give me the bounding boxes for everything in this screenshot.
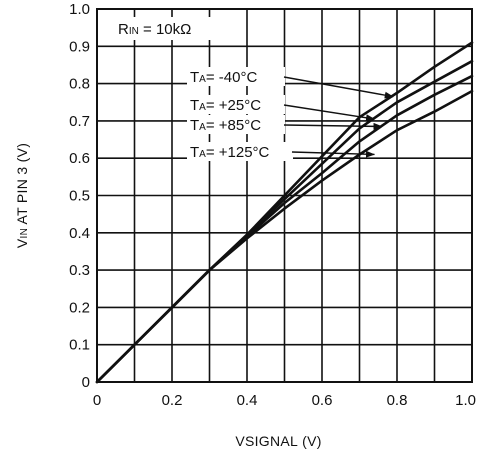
x-tick-label-0: 0: [93, 392, 101, 409]
series-label-sub-3: A: [199, 149, 206, 160]
y-tick-label-7: 0.7: [69, 113, 90, 130]
series-label-bg-0: [187, 67, 285, 86]
series-label-rest-3: = +125°C: [206, 144, 270, 161]
y-axis-title-rest: AT PIN 3 (V): [14, 143, 30, 228]
x-tick-labels: 0 0.2 0.4 0.6 0.8 1.0: [93, 392, 476, 409]
annotations: TA= -40°CTA= +25°CTA= +85°CTA= +125°C: [187, 67, 394, 161]
series-label-bg-2: [187, 115, 285, 134]
series-arrow-3: [291, 150, 375, 158]
series-arrow-1: [283, 104, 375, 122]
y-tick-label-4: 0.4: [69, 225, 90, 242]
x-tick-label-2: 0.4: [237, 392, 258, 409]
series-lines: [95, 41, 474, 384]
series-label-2: TA= +85°C: [190, 117, 261, 134]
series-label-sub-2: A: [199, 122, 206, 133]
series-label-sub-1: A: [199, 102, 206, 113]
series-label-main-2: T: [190, 117, 199, 134]
series-label-sub-0: A: [199, 74, 206, 85]
condition-legend: RIN = 10kΩ: [112, 17, 220, 40]
series-label-rest-2: = +85°C: [206, 117, 261, 134]
series-arrow-2: [283, 122, 383, 130]
y-tick-label-9: 0.9: [69, 38, 90, 55]
series-label-rest-0: = -40°C: [206, 69, 258, 86]
series-label-3: TA= +125°C: [190, 144, 270, 161]
series-label-rest-1: = +25°C: [206, 97, 261, 114]
x-tick-label-1: 0.2: [162, 392, 183, 409]
y-tick-label-0: 0: [82, 374, 90, 391]
x-axis-title-unit: (V): [302, 433, 322, 449]
plot-frame: [96, 8, 473, 383]
series-line-3: [95, 89, 474, 384]
condition-rest: = 10kΩ: [139, 21, 192, 38]
series-label-bg-3: [187, 142, 293, 161]
series-label-bg-1: [187, 95, 285, 114]
y-tick-label-10: 1.0: [69, 1, 90, 18]
y-axis-title-sub: IN: [19, 228, 30, 239]
y-tick-label-3: 0.3: [69, 262, 90, 279]
condition-background: [112, 17, 220, 40]
series-label-1: TA= +25°C: [190, 97, 261, 114]
y-tick-label-2: 0.2: [69, 299, 90, 316]
x-axis-title-main: VSIGNAL: [235, 433, 298, 449]
x-tick-label-5: 1.0: [455, 392, 476, 409]
x-axis-title: VSIGNAL (V): [235, 433, 321, 449]
condition-sub: IN: [129, 26, 139, 37]
series-label-main-0: T: [190, 69, 199, 86]
y-tick-label-8: 0.8: [69, 76, 90, 93]
y-tick-labels: 0 0.1 0.2 0.3 0.4 0.5 0.6 0.7 0.8 0.9 1.0: [69, 1, 90, 391]
condition-main: R: [118, 21, 129, 38]
y-tick-label-5: 0.5: [69, 188, 90, 205]
series-label-0: TA= -40°C: [190, 69, 257, 86]
series-label-main-1: T: [190, 97, 199, 114]
y-axis-title-main: V: [14, 238, 30, 248]
y-tick-label-1: 0.1: [69, 337, 90, 354]
x-tick-label-4: 0.8: [387, 392, 408, 409]
x-tick-label-3: 0.6: [312, 392, 333, 409]
condition-label: RIN = 10kΩ: [118, 21, 191, 38]
y-tick-label-6: 0.6: [69, 150, 90, 167]
series-arrow-0: [283, 76, 394, 99]
series-label-main-3: T: [190, 144, 199, 161]
y-axis-title: VIN AT PIN 3 (V): [14, 143, 30, 248]
